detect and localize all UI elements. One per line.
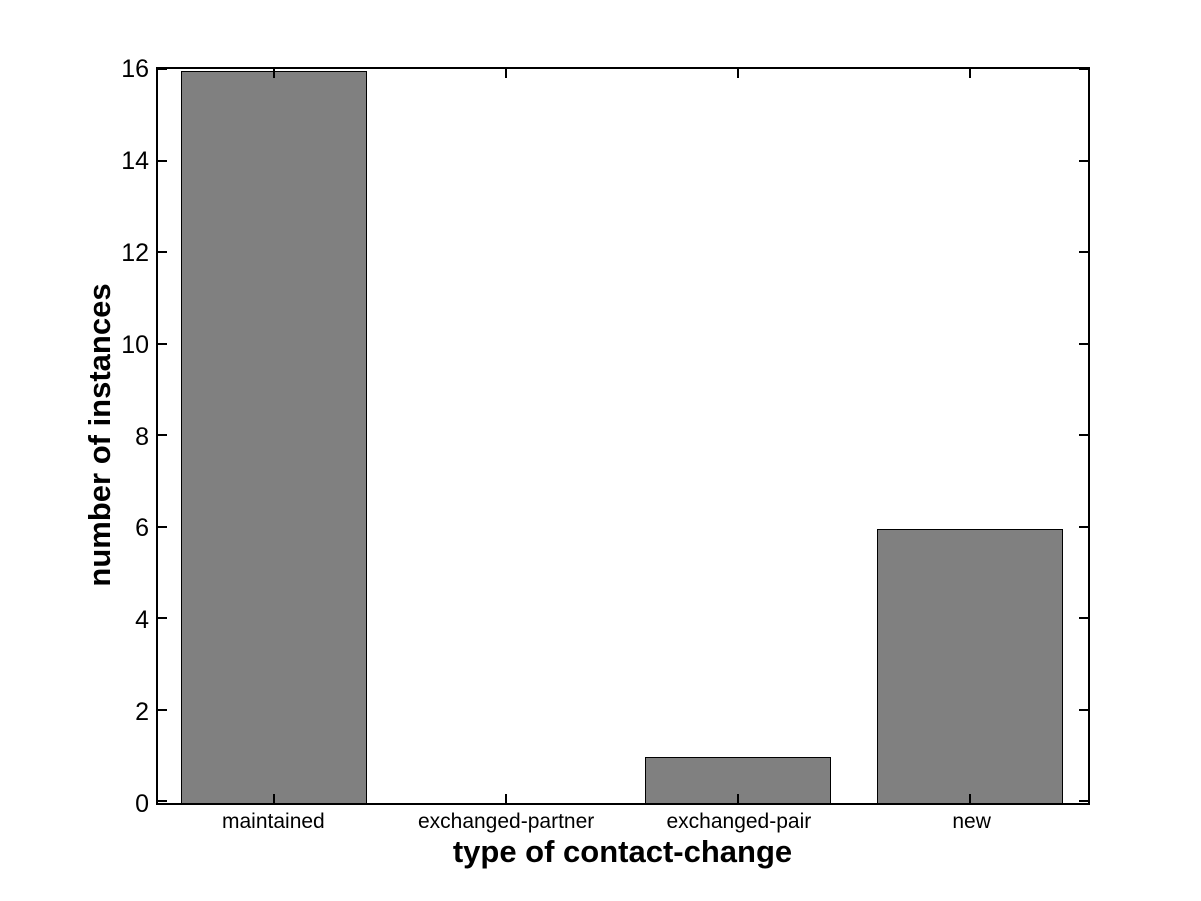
y-tick-mark xyxy=(158,617,167,619)
y-tick-label-0: 0 xyxy=(135,790,149,818)
x-tick-mark xyxy=(273,69,275,78)
bar-maintained xyxy=(181,71,367,803)
y-tick-mark xyxy=(1079,617,1088,619)
y-tick-mark xyxy=(158,525,167,528)
y-tick-label-12: 12 xyxy=(121,238,149,267)
x-tick-mark xyxy=(737,69,739,78)
y-tick-mark xyxy=(158,159,167,162)
y-tick-mark xyxy=(158,342,167,345)
y-tick-mark xyxy=(1079,159,1088,162)
x-tick-label-exchanged-pair: exchanged-pair xyxy=(666,810,812,833)
y-tick-mark xyxy=(158,434,167,436)
y-tick-label-4: 4 xyxy=(135,606,149,635)
x-tick-mark xyxy=(505,69,507,78)
y-tick-mark xyxy=(1079,434,1088,436)
bar-new xyxy=(877,528,1063,803)
y-tick-mark xyxy=(1079,68,1088,70)
x-tick-mark xyxy=(737,794,739,803)
y-tick-label-6: 6 xyxy=(135,514,149,543)
y-tick-label-14: 14 xyxy=(121,146,149,175)
y-tick-mark xyxy=(158,68,167,70)
y-tick-label-8: 8 xyxy=(135,422,149,451)
y-tick-mark xyxy=(1079,708,1088,711)
y-tick-label-10: 10 xyxy=(121,330,149,359)
y-tick-label-2: 2 xyxy=(135,698,149,727)
x-tick-label-exchanged-partner: exchanged-partner xyxy=(417,810,595,833)
x-tick-mark xyxy=(273,794,275,803)
y-tick-mark xyxy=(1079,342,1088,345)
x-tick-label-maintained: maintained xyxy=(222,810,325,833)
x-tick-label-new: new xyxy=(952,810,991,833)
y-tick-mark xyxy=(158,800,167,802)
y-tick-mark xyxy=(1079,251,1088,253)
y-tick-label-16: 16 xyxy=(121,55,149,83)
y-tick-mark xyxy=(1079,525,1088,528)
plot-area xyxy=(156,67,1090,805)
y-tick-mark xyxy=(1079,800,1088,802)
y-axis-label: number of instances xyxy=(82,283,117,587)
x-tick-mark xyxy=(505,794,507,803)
x-tick-mark xyxy=(969,69,971,78)
y-tick-mark xyxy=(158,251,167,253)
x-axis-label: type of contact-change xyxy=(452,834,793,869)
y-tick-mark xyxy=(158,708,167,711)
x-tick-mark xyxy=(969,794,971,803)
